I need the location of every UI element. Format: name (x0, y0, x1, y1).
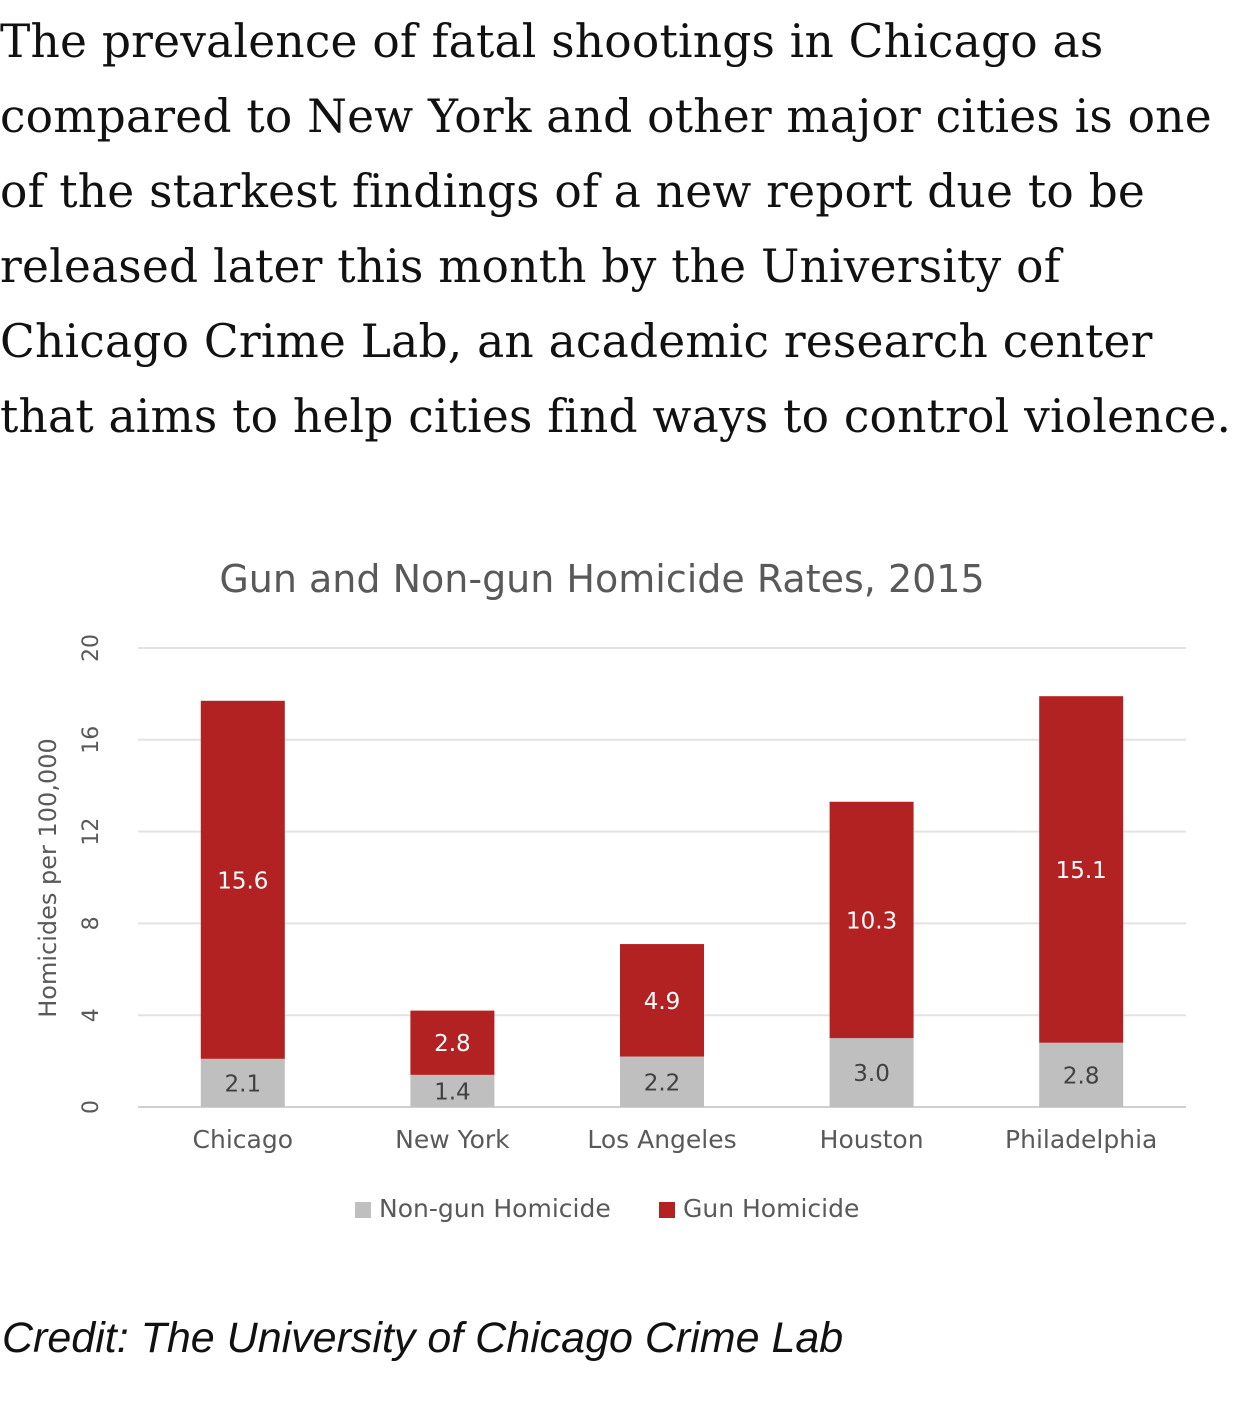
data-label-gun: 15.6 (217, 868, 268, 894)
bar-gun-homicide (620, 944, 704, 1057)
data-label-gun: 15.1 (1056, 858, 1107, 884)
bar-non-gun-homicide (410, 1074, 495, 1107)
gridlines (138, 647, 1186, 1108)
chart-title: Gun and Non-gun Homicide Rates, 2015 (219, 557, 984, 601)
data-label-non-gun: 1.4 (434, 1079, 471, 1105)
article-paragraph: The prevalence of fatal shootings in Chi… (0, 15, 1232, 443)
bar-non-gun-homicide (1039, 1042, 1124, 1107)
category-label: Houston (820, 1125, 924, 1154)
image-credit: Credit: The University of Chicago Crime … (2, 1314, 844, 1362)
data-labels: 2.1 15.6 1.4 2.8 2.2 4.9 3.0 10.3 2.8 15.1 (217, 858, 1107, 1105)
data-label-non-gun: 2.2 (644, 1070, 681, 1096)
y-tick-label: 16 (79, 726, 104, 754)
bar-non-gun-homicide (829, 1038, 914, 1107)
y-axis-ticks: 0 4 8 12 16 20 (79, 634, 104, 1114)
bar-gun-homicide (1039, 696, 1124, 1043)
bars (200, 696, 1124, 1107)
y-axis-title: Homicides per 100,000 (34, 738, 62, 1018)
bar-non-gun-homicide (200, 1058, 285, 1107)
data-label-non-gun: 3.0 (853, 1061, 890, 1087)
category-label: Chicago (193, 1125, 293, 1154)
y-tick-label: 4 (79, 1008, 104, 1022)
y-tick-label: 0 (79, 1100, 104, 1114)
homicide-rates-chart: Gun and Non-gun Homicide Rates, 2015 Hom… (0, 540, 1242, 1240)
data-label-non-gun: 2.8 (1063, 1063, 1100, 1089)
data-label-gun: 4.9 (644, 989, 681, 1015)
legend-swatch (355, 1202, 371, 1218)
legend-label: Gun Homicide (683, 1194, 859, 1223)
legend-label: Non-gun Homicide (379, 1194, 611, 1223)
data-label-non-gun: 2.1 (225, 1071, 262, 1097)
bar-gun-homicide (829, 801, 914, 1039)
data-label-gun: 2.8 (434, 1031, 471, 1057)
category-label: Philadelphia (1005, 1125, 1157, 1154)
bar-non-gun-homicide (620, 1056, 704, 1107)
legend-swatch (659, 1202, 675, 1218)
y-tick-label: 12 (79, 818, 104, 846)
y-tick-label: 20 (79, 634, 104, 662)
y-tick-label: 8 (79, 916, 104, 930)
bar-gun-homicide (200, 700, 285, 1059)
chart-canvas: Gun and Non-gun Homicide Rates, 2015 Hom… (34, 557, 1186, 1223)
legend: Non-gun Homicide Gun Homicide (355, 1194, 859, 1223)
bar-gun-homicide (410, 1010, 495, 1075)
category-labels: Chicago New York Los Angeles Houston Philade… (193, 1125, 1158, 1154)
data-label-gun: 10.3 (846, 908, 897, 934)
category-label: New York (395, 1125, 510, 1154)
category-label: Los Angeles (587, 1125, 736, 1154)
